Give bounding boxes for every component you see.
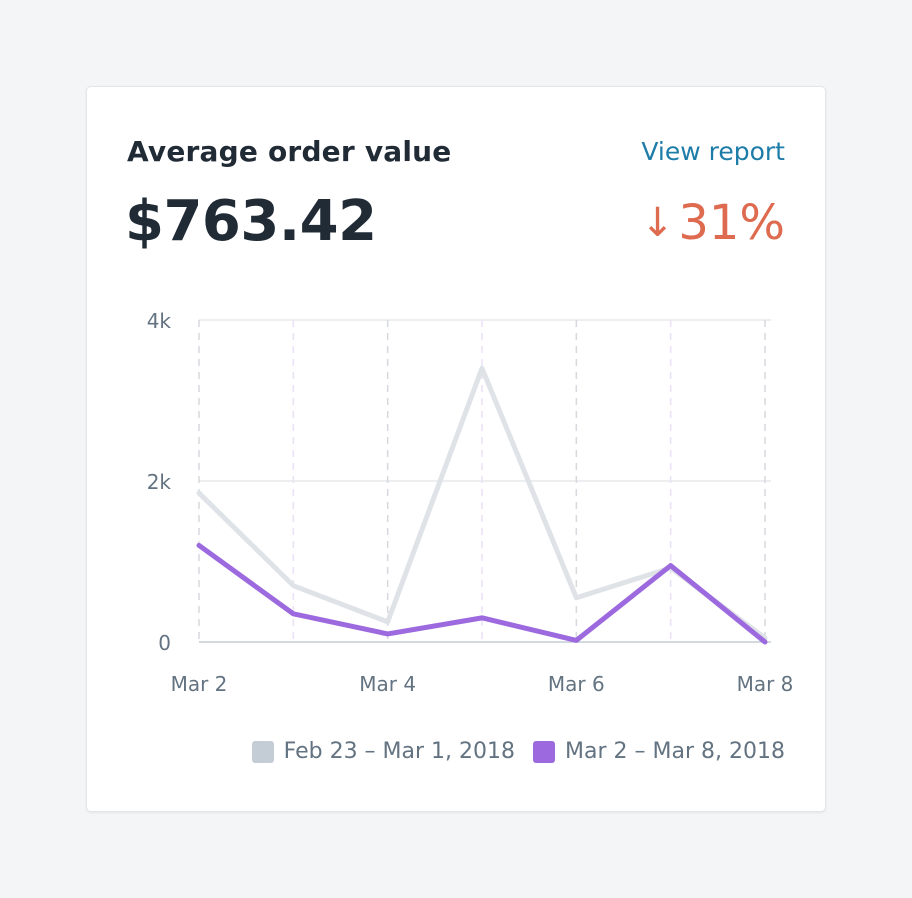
x-tick-label: Mar 4 [359,672,416,696]
average-order-value: $763.42 [125,189,377,254]
legend-item-previous: Feb 23 – Mar 1, 2018 [251,739,516,764]
y-tick-label: 4k [147,309,172,333]
x-tick-label: Mar 8 [737,672,794,696]
line-chart: 0 2k 4k Mar 2 Mar 4 Mar 6 Mar 8 [147,309,794,696]
legend-label-current: Mar 2 – Mar 8, 2018 [565,739,785,764]
series-line-current [196,542,768,645]
y-tick-label: 2k [147,470,172,494]
legend-swatch-previous [251,740,274,763]
chart-legend: Feb 23 – Mar 1, 2018 Mar 2 – Mar 8, 2018 [234,739,785,764]
x-tick-label: Mar 6 [548,672,605,696]
view-report-link[interactable]: View report [641,137,785,166]
card-title: Average order value [127,135,452,168]
change-indicator: ↓ 31% [641,195,785,251]
legend-swatch-current [533,740,556,763]
legend-item-current: Mar 2 – Mar 8, 2018 [533,739,785,764]
legend-label-previous: Feb 23 – Mar 1, 2018 [283,739,516,764]
arrow-down-icon: ↓ [640,200,675,246]
y-tick-label: 0 [158,631,171,655]
x-tick-label: Mar 2 [171,672,228,696]
change-percent: 31% [678,195,785,251]
average-order-value-card: Average order value View report $763.42 … [86,86,826,812]
